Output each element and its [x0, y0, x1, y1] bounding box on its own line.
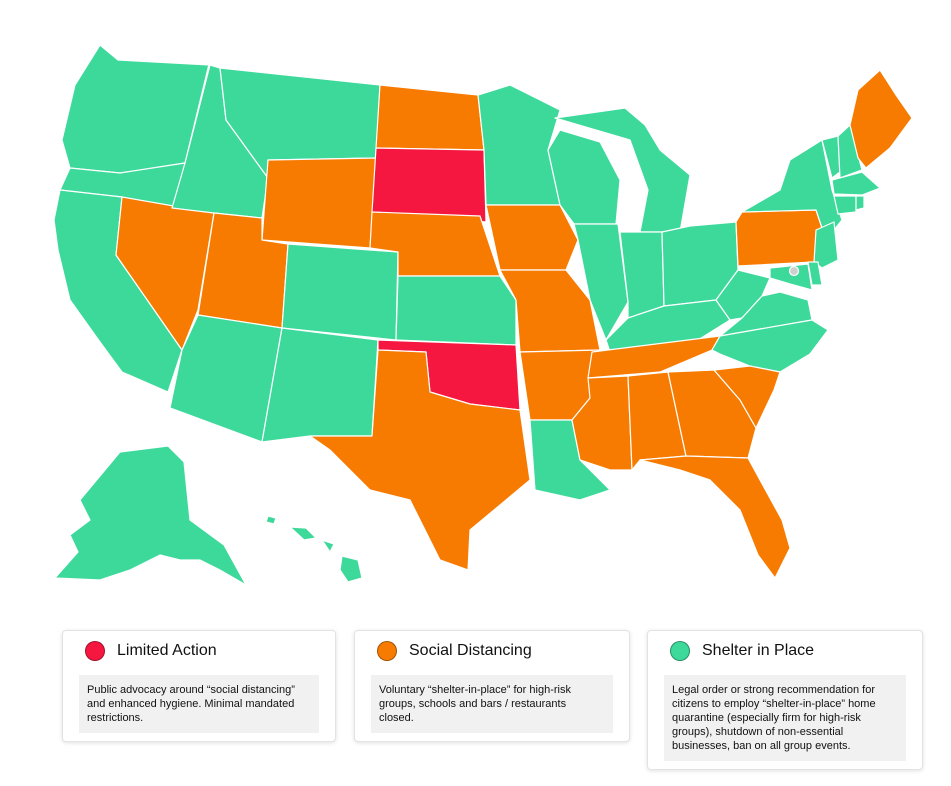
legend-title: Limited Action [117, 642, 217, 659]
state-iowa[interactable] [485, 204, 579, 271]
dc-marker[interactable] [788, 265, 800, 277]
state-new-york[interactable] [741, 139, 843, 241]
state-maryland[interactable] [769, 263, 813, 291]
state-arizona[interactable] [169, 314, 283, 443]
state-texas[interactable] [309, 349, 531, 571]
legend-description: Voluntary “shelter-in-place” for high-ri… [371, 675, 613, 733]
legend-card-shelter-in-place: Shelter in Place Legal order or strong r… [647, 630, 923, 770]
state-alaska[interactable] [54, 445, 247, 586]
social-distancing-swatch [377, 641, 397, 661]
state-florida[interactable] [639, 455, 791, 579]
legend-card-limited-action: Limited Action Public advocacy around “s… [62, 630, 336, 742]
legend-title: Social Distancing [409, 642, 532, 659]
shelter-in-place-swatch [670, 641, 690, 661]
state-south-carolina[interactable] [713, 365, 781, 429]
state-colorado[interactable] [281, 243, 399, 341]
state-new-mexico[interactable] [261, 327, 379, 443]
state-tennessee[interactable] [587, 335, 721, 379]
state-wisconsin[interactable] [547, 129, 621, 225]
legend-header: Social Distancing [377, 641, 532, 661]
legend-header: Limited Action [85, 641, 217, 661]
legend-description: Public advocacy around “social distancin… [79, 675, 319, 733]
state-connecticut[interactable] [833, 195, 857, 215]
legend-description: Legal order or strong recommendation for… [664, 675, 906, 761]
state-south-dakota[interactable] [371, 147, 487, 223]
state-kansas[interactable] [395, 275, 517, 346]
state-delaware[interactable] [807, 261, 823, 286]
limited-action-swatch [85, 641, 105, 661]
legend-title: Shelter in Place [702, 642, 815, 659]
state-north-dakota[interactable] [375, 84, 485, 151]
state-north-carolina[interactable] [711, 319, 829, 373]
state-massachusetts[interactable] [831, 171, 881, 196]
state-rhode-island[interactable] [855, 195, 865, 211]
state-minnesota[interactable] [477, 84, 561, 206]
state-pennsylvania[interactable] [735, 209, 827, 267]
state-maine[interactable] [849, 69, 913, 169]
state-wyoming[interactable] [261, 157, 377, 249]
state-new-jersey[interactable] [813, 221, 839, 269]
us-states-map [53, 44, 913, 586]
state-michigan[interactable] [554, 107, 691, 233]
legend-header: Shelter in Place [670, 641, 814, 661]
legend-card-social-distancing: Social Distancing Voluntary “shelter-in-… [354, 630, 630, 742]
state-hawaii[interactable] [265, 515, 363, 583]
state-new-hampshire[interactable] [837, 124, 863, 179]
